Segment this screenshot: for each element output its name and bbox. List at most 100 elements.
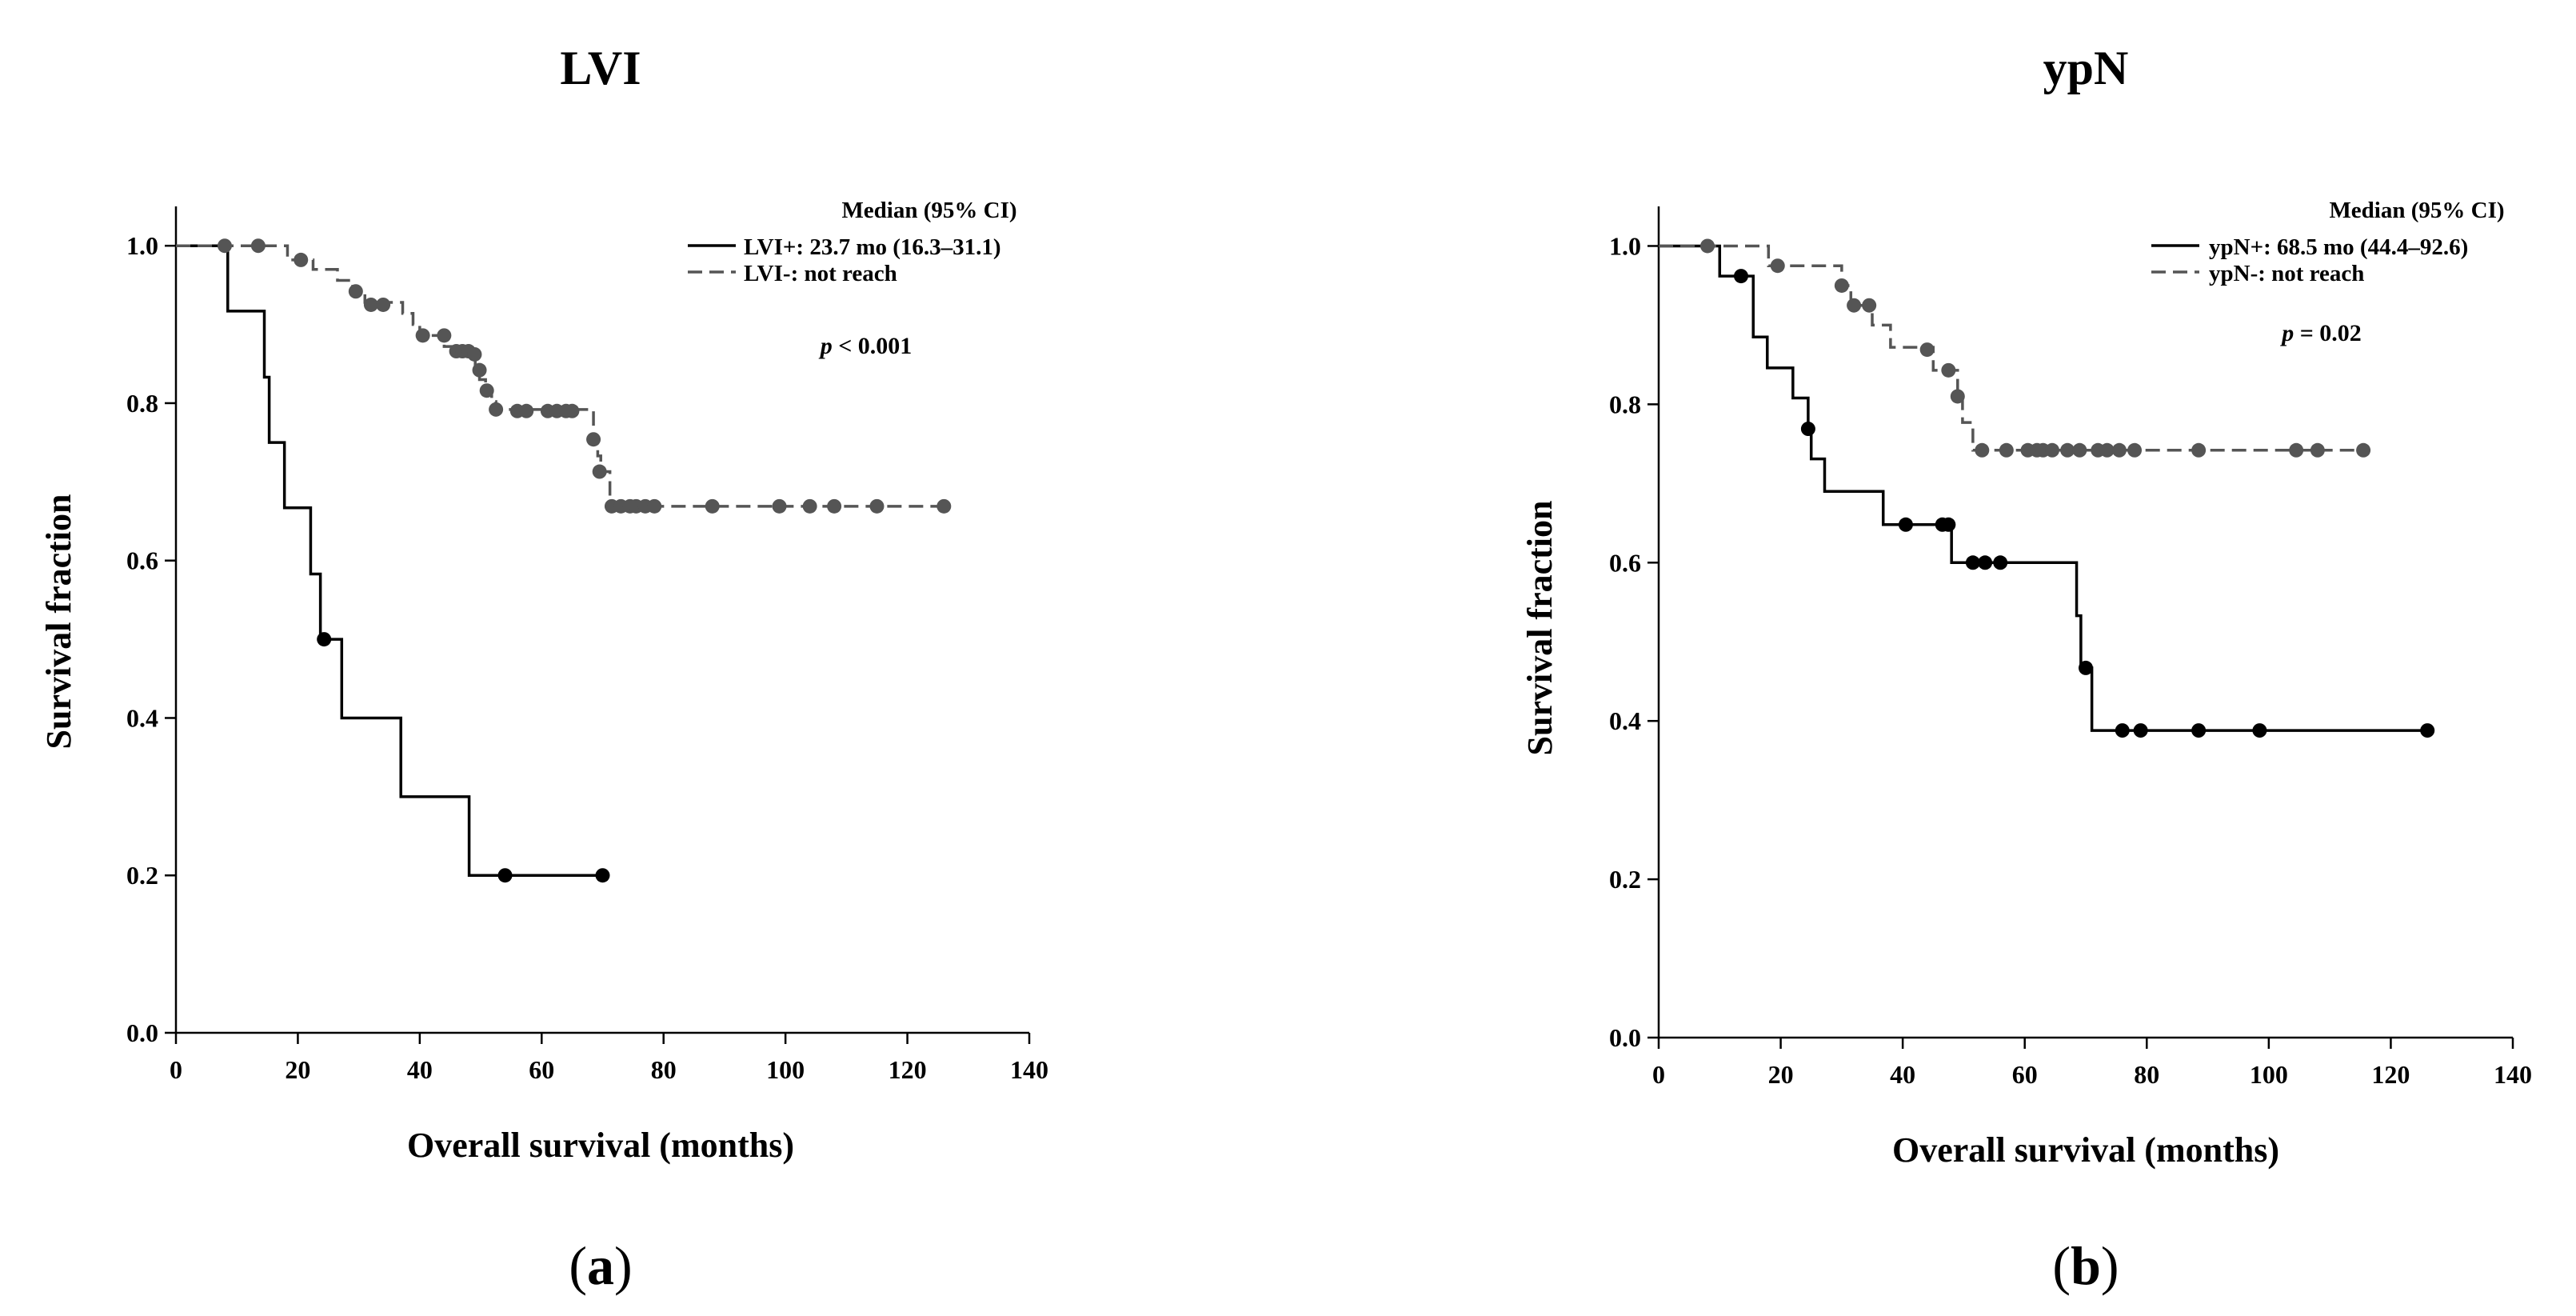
p-value-text: < 0.001 <box>833 333 913 359</box>
x-axis-label: Overall survival (months) <box>407 1126 794 1165</box>
censor-mark-ypn-pos <box>2079 660 2093 675</box>
x-tick-label: 40 <box>1890 1060 1915 1089</box>
censor-mark-ypn-neg <box>1862 298 1877 313</box>
x-tick-label: 60 <box>529 1055 554 1084</box>
censor-mark-ypn-neg <box>1847 298 1862 313</box>
censor-mark-ypn-neg <box>2310 442 2325 458</box>
censor-mark-ypn-pos <box>2420 723 2435 738</box>
y-tick-label: 0.4 <box>126 703 158 732</box>
censor-mark-lvi-neg <box>592 464 607 479</box>
y-tick-label: 0.4 <box>1609 706 1641 735</box>
x-axis-label: Overall survival (months) <box>1892 1130 2279 1170</box>
x-tick-label: 80 <box>2134 1060 2159 1089</box>
censor-mark-lvi-neg <box>479 383 494 398</box>
censor-mark-ypn-neg <box>1950 389 1965 404</box>
panel-label-letter: b <box>2071 1235 2101 1296</box>
censor-mark-ypn-neg <box>1700 238 1715 254</box>
panel-label-letter: a <box>587 1235 614 1296</box>
x-tick-label: 40 <box>407 1055 433 1084</box>
censor-mark-lvi-pos <box>317 632 332 647</box>
y-axis-label: Survival fraction <box>39 494 78 750</box>
censor-mark-ypn-pos <box>1941 517 1956 532</box>
censor-mark-lvi-neg <box>437 328 452 343</box>
censor-mark-ypn-neg <box>2099 442 2115 458</box>
censor-mark-lvi-neg <box>565 403 580 418</box>
censor-mark-ypn-neg <box>2111 442 2127 458</box>
censor-mark-lvi-neg <box>647 498 662 514</box>
panel-a: LVI Overall survival (months) Survival f… <box>39 42 1048 1296</box>
panel-label-open: ( <box>569 1235 587 1296</box>
legend: Median (95% CI) LVI+: 23.7 mo (16.3–31.1… <box>688 198 1017 286</box>
censor-mark-lvi-neg <box>348 284 363 299</box>
x-tick-label: 120 <box>889 1055 927 1084</box>
x-tick-label: 140 <box>2494 1060 2532 1089</box>
x-tick-label: 60 <box>2012 1060 2038 1089</box>
x-tick-label: 20 <box>285 1055 310 1084</box>
p-symbol: p <box>818 333 833 359</box>
panel-label-open: ( <box>2052 1235 2071 1296</box>
censor-mark-lvi-neg <box>489 402 504 417</box>
censor-mark-lvi-neg <box>467 346 482 362</box>
x-tick-label: 0 <box>170 1055 182 1084</box>
censor-mark-lvi-neg <box>827 498 842 514</box>
censor-mark-lvi-neg <box>217 238 232 254</box>
series-line-ypn-pos <box>1659 244 2428 732</box>
panel-label: (a) <box>569 1235 632 1296</box>
censor-mark-ypn-pos <box>1993 555 2008 570</box>
x-tick-label: 0 <box>1652 1060 1665 1089</box>
censor-mark-ypn-neg <box>2127 442 2143 458</box>
y-tick-label: 0.8 <box>1609 390 1641 418</box>
censor-mark-ypn-pos <box>2252 723 2267 738</box>
x-tick-label: 80 <box>651 1055 677 1084</box>
censor-mark-ypn-neg <box>1919 342 1935 358</box>
censor-mark-ypn-neg <box>1975 442 1990 458</box>
y-tick-label: 0.2 <box>126 861 158 890</box>
y-tick-label: 0.0 <box>1609 1023 1641 1052</box>
panel-label: (b) <box>2052 1235 2119 1296</box>
panel-b: ypN Overall survival (months) Survival f… <box>1520 42 2532 1296</box>
censor-mark-lvi-neg <box>802 498 817 514</box>
axes: 0 20 40 60 80 100 120 140 0.0 0.2 0.4 0.6 0.8 1.0 <box>126 206 1048 1084</box>
panel-label-close: ) <box>2101 1235 2119 1296</box>
censor-mark-ypn-neg <box>1941 362 1956 378</box>
censor-mark-lvi-neg <box>472 362 487 378</box>
censor-mark-lvi-pos <box>497 868 513 883</box>
censor-mark-ypn-pos <box>2133 723 2148 738</box>
y-tick-label: 0.8 <box>126 389 158 418</box>
legend-entry-lvi-pos: LVI+: 23.7 mo (16.3–31.1) <box>744 234 1001 260</box>
censor-mark-lvi-neg <box>250 238 266 254</box>
y-tick-label: 1.0 <box>1609 231 1641 260</box>
series-line-lvi-pos <box>176 244 603 877</box>
censor-mark-ypn-neg <box>2072 442 2087 458</box>
p-value: p = 0.02 <box>2279 320 2362 346</box>
censor-mark-ypn-pos <box>2115 723 2130 738</box>
y-tick-label: 0.6 <box>1609 548 1641 577</box>
censor-mark-ypn-neg <box>1999 442 2014 458</box>
censor-mark-lvi-neg <box>294 252 309 267</box>
censor-mark-lvi-neg <box>363 297 378 312</box>
censor-mark-ypn-pos <box>2191 723 2207 738</box>
censor-mark-ypn-pos <box>1978 555 1993 570</box>
p-symbol: p <box>2279 320 2294 346</box>
censor-mark-lvi-neg <box>415 328 430 343</box>
censor-mark-lvi-neg <box>772 498 787 514</box>
censor-mark-ypn-neg <box>2289 442 2304 458</box>
censor-mark-lvi-neg <box>869 498 885 514</box>
x-tick-label: 120 <box>2371 1060 2410 1089</box>
legend-title: Median (95% CI) <box>2329 198 2504 223</box>
y-tick-label: 1.0 <box>126 231 158 260</box>
censor-mark-ypn-neg <box>2191 442 2207 458</box>
x-tick-label: 100 <box>766 1055 805 1084</box>
legend-entry-ypn-neg: ypN-: not reach <box>2209 261 2364 286</box>
legend-entry-lvi-neg: LVI-: not reach <box>744 261 897 286</box>
censor-mark-ypn-pos <box>1733 269 1748 284</box>
plot-area <box>176 238 952 883</box>
y-axis-label: Survival fraction <box>1520 501 1560 756</box>
axes: 0 20 40 60 80 100 120 140 0.0 0.2 0.4 0.6 0.8 1.0 <box>1609 206 2532 1089</box>
censor-mark-ypn-neg <box>2060 442 2075 458</box>
panel-label-close: ) <box>614 1235 633 1296</box>
legend: Median (95% CI) ypN+: 68.5 mo (44.4–92.6… <box>2151 198 2505 286</box>
y-tick-label: 0.6 <box>126 546 158 575</box>
censor-mark-ypn-neg <box>1834 278 1849 293</box>
